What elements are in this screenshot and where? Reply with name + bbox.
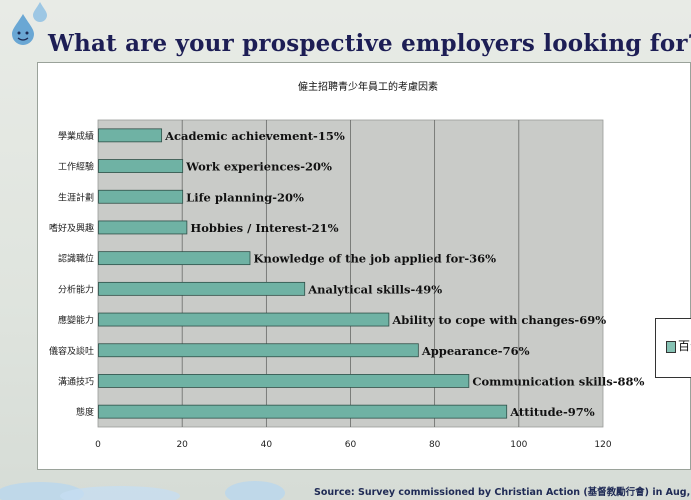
bar bbox=[98, 128, 163, 143]
water-drop-decor bbox=[12, 2, 47, 45]
category-label: 溝通技巧 bbox=[58, 375, 94, 387]
bar bbox=[98, 281, 306, 296]
x-tick-label: 40 bbox=[261, 440, 273, 450]
bar-chart: 僱主招聘青少年員工的考慮因素 學業成績工作經驗生涯計劃嗜好及興趣認識職位分析能力… bbox=[49, 80, 645, 450]
x-tick-label: 20 bbox=[176, 440, 188, 450]
data-labels: Academic achievement-15% Work experiences… bbox=[164, 129, 644, 419]
x-tick-label: 80 bbox=[429, 440, 441, 450]
bar bbox=[98, 312, 390, 327]
data-label: Knowledge of the job applied for-36% bbox=[254, 252, 497, 266]
category-label: 認識職位 bbox=[58, 253, 94, 265]
bars bbox=[98, 128, 508, 419]
data-label: Academic achievement-15% bbox=[164, 129, 345, 143]
bar bbox=[98, 251, 251, 266]
legend-label: 百分比 bbox=[678, 339, 691, 353]
bar bbox=[98, 343, 419, 358]
data-label: Attitude-97% bbox=[509, 405, 595, 419]
data-label: Work experiences-20% bbox=[185, 160, 332, 174]
chart-title: 僱主招聘青少年員工的考慮因素 bbox=[298, 80, 438, 93]
x-tick-label: 120 bbox=[594, 440, 611, 450]
category-label: 分析能力 bbox=[58, 283, 94, 295]
category-label: 生涯計劃 bbox=[58, 191, 94, 203]
data-label: Ability to cope with changes-69% bbox=[391, 313, 606, 327]
data-label: Appearance-76% bbox=[421, 344, 530, 358]
data-label: Hobbies / Interest-21% bbox=[190, 221, 338, 235]
data-label: Communication skills-88% bbox=[472, 374, 644, 388]
x-tick-label: 100 bbox=[510, 440, 527, 450]
category-label: 態度 bbox=[76, 406, 94, 418]
legend-swatch bbox=[666, 341, 676, 353]
category-label: 工作經驗 bbox=[58, 161, 94, 173]
category-label: 嗜好及興趣 bbox=[49, 222, 94, 234]
bar bbox=[98, 220, 188, 235]
bar bbox=[98, 404, 508, 419]
slide-title: What are your prospective employers look… bbox=[48, 30, 691, 57]
bar bbox=[98, 159, 184, 173]
source-note: Source: Survey commissioned by Christian… bbox=[314, 487, 691, 498]
category-label: 學業成績 bbox=[58, 130, 94, 142]
bar bbox=[98, 374, 470, 388]
x-tick-label: 60 bbox=[345, 440, 357, 450]
legend: 百分比 bbox=[655, 318, 691, 378]
x-tick-label: 0 bbox=[95, 440, 101, 450]
data-label: Analytical skills-49% bbox=[307, 282, 442, 296]
category-label: 應變能力 bbox=[58, 314, 94, 326]
x-tick-labels: 0 20 40 60 80 100 120 bbox=[95, 440, 612, 450]
category-label: 儀容及談吐 bbox=[49, 345, 94, 357]
chart-panel: 僱主招聘青少年員工的考慮因素 學業成績工作經驗生涯計劃嗜好及興趣認識職位分析能力… bbox=[37, 62, 691, 470]
bar bbox=[98, 189, 184, 204]
data-label: Life planning-20% bbox=[186, 190, 304, 204]
cloud-decor bbox=[0, 481, 285, 500]
